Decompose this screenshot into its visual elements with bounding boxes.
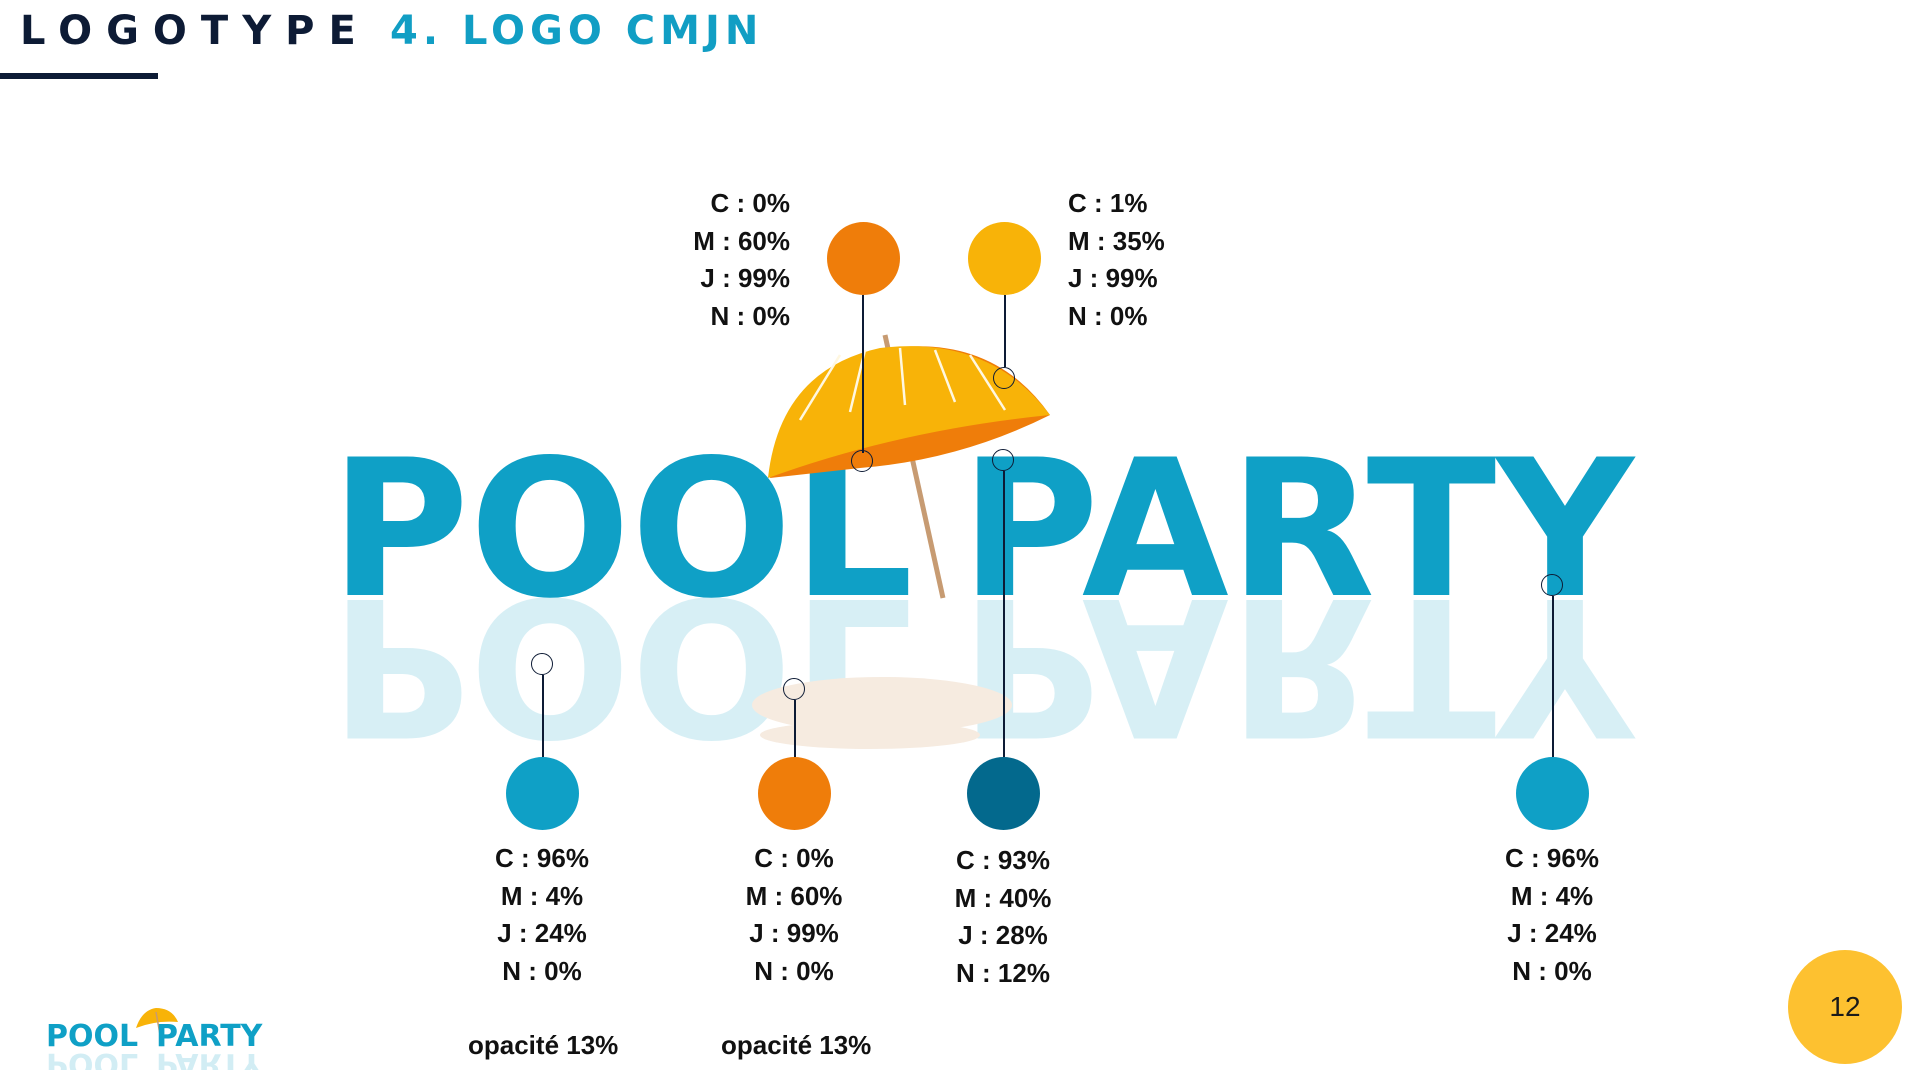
- color-swatch-dark-blue: [967, 757, 1040, 830]
- cmjn-label-bottom-3: C : 93% M : 40% J : 28% N : 12%: [923, 842, 1083, 992]
- sample-point: [851, 450, 873, 472]
- color-swatch-orange-reflection: [758, 757, 831, 830]
- cmjn-m: M : 4%: [500, 880, 584, 911]
- leader-line: [1004, 295, 1006, 367]
- cmjn-n: N : 0%: [502, 955, 582, 986]
- cmjn-m: M : 60%: [693, 225, 790, 256]
- cmjn-label-bottom-4: C : 96% M : 4% J : 24% N : 0%: [1472, 840, 1632, 990]
- leader-line: [1003, 471, 1005, 757]
- footer-logo: POOL PARTY POOL PARTY: [46, 1008, 264, 1070]
- color-swatch-cyan: [1516, 757, 1589, 830]
- logo-word-party: PARTY: [960, 419, 1636, 640]
- section-underline: [0, 73, 158, 79]
- cmjn-n: N : 0%: [1512, 955, 1592, 986]
- leader-line: [542, 675, 544, 757]
- sample-point: [783, 678, 805, 700]
- section-label: LOGOTYPE: [20, 8, 370, 54]
- page-number: 12: [1829, 991, 1861, 1022]
- footer-logo-reflection-right: PARTY: [156, 1046, 264, 1070]
- cmjn-c: C : 0%: [710, 188, 790, 218]
- opacity-note: opacité 13%: [721, 1030, 872, 1060]
- cmjn-n: N : 0%: [1068, 300, 1148, 331]
- cmjn-m: M : 60%: [745, 880, 843, 911]
- leader-line: [862, 295, 864, 453]
- cmjn-j: J : 24%: [1507, 918, 1597, 948]
- leader-line: [794, 700, 796, 757]
- cmjn-j: J : 99%: [1068, 263, 1158, 293]
- footer-logo-pool: POOL: [46, 1019, 138, 1054]
- cmjn-label-bottom-2: C : 0% M : 60% J : 99% N : 0%: [714, 840, 874, 990]
- cmjn-c: C : 93%: [956, 845, 1050, 875]
- cmjn-m: M : 4%: [1510, 880, 1594, 911]
- sample-point: [1541, 574, 1563, 596]
- footer-logo-reflection-left: POOL: [46, 1046, 138, 1070]
- cmjn-m: M : 40%: [954, 882, 1052, 913]
- cmjn-label-top-right: C : 1% M : 35% J : 99% N : 0%: [1068, 185, 1165, 335]
- cmjn-j: J : 24%: [497, 918, 587, 948]
- page-title: 4. LOGO CMJN: [390, 8, 764, 54]
- sample-point: [992, 449, 1014, 471]
- sample-point: [993, 367, 1015, 389]
- cmjn-n: N : 0%: [710, 300, 790, 331]
- page-number-badge: 12: [1788, 950, 1902, 1064]
- cmjn-j: J : 99%: [749, 918, 839, 948]
- cmjn-n: N : 0%: [754, 955, 834, 986]
- color-swatch-yellow-top: [968, 222, 1041, 295]
- cmjn-c: C : 96%: [1505, 843, 1599, 873]
- umbrella-icon: [768, 346, 1050, 478]
- leader-line: [1552, 596, 1554, 757]
- opacity-note: opacité 13%: [468, 1030, 619, 1060]
- cmjn-label-top-left: C : 0% M : 60% J : 99% N : 0%: [670, 185, 790, 335]
- color-swatch-cyan-reflection: [506, 757, 579, 830]
- logo-reflection-right: PARTY: [960, 555, 1636, 776]
- sample-point: [531, 653, 553, 675]
- cmjn-label-bottom-1: C : 96% M : 4% J : 24% N : 0%: [462, 840, 622, 990]
- cmjn-c: C : 96%: [495, 843, 589, 873]
- cmjn-c: C : 0%: [754, 843, 834, 873]
- cmjn-n: N : 12%: [956, 957, 1050, 988]
- cmjn-j: J : 99%: [700, 263, 790, 293]
- footer-logo-party: PARTY: [156, 1019, 264, 1054]
- cmjn-c: C : 1%: [1068, 188, 1148, 218]
- cmjn-m: M : 35%: [1068, 225, 1165, 256]
- color-swatch-orange-top: [827, 222, 900, 295]
- cmjn-j: J : 28%: [958, 920, 1048, 950]
- logo-reflection: POOL PARTY: [330, 555, 1636, 776]
- umbrella-reflection: [752, 677, 1012, 733]
